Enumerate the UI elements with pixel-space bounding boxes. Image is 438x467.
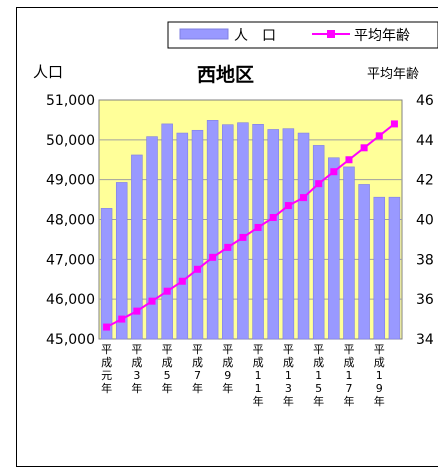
average-age-marker bbox=[239, 233, 247, 241]
average-age-marker bbox=[300, 194, 308, 202]
population-bar bbox=[131, 154, 143, 340]
average-age-marker bbox=[315, 180, 323, 188]
y-left-axis: 51,000 50,000 49,000 48,000 47,000 46,000 45,0… bbox=[46, 93, 95, 348]
population-bar bbox=[388, 196, 401, 340]
population-bar bbox=[176, 132, 189, 340]
legend-bar-swatch bbox=[179, 28, 229, 40]
y-right-tick-label: 44 bbox=[416, 133, 434, 149]
y-right-axis: 46 44 42 40 38 36 34 bbox=[416, 93, 434, 348]
population-bar bbox=[146, 136, 158, 340]
population-bar bbox=[373, 196, 386, 340]
y-left-tick-label: 47,000 bbox=[46, 252, 95, 268]
population-bar bbox=[222, 124, 234, 340]
average-age-line bbox=[103, 120, 398, 331]
population-bar bbox=[191, 129, 204, 340]
x-axis: 平成元年 平成 3 年 平成 5 年 平成 7 年 平成 9 年 平成 1 1 年 平成 1 3 年 平成 1 5 年 平成 1 7 年… bbox=[101, 343, 385, 408]
average-age-marker bbox=[345, 156, 353, 164]
average-age-marker bbox=[269, 214, 277, 222]
chart-title: 西地区 bbox=[197, 63, 254, 86]
y-right-tick-label: 46 bbox=[416, 93, 434, 109]
population-bar bbox=[312, 145, 325, 340]
y-left-tick-label: 45,000 bbox=[46, 332, 95, 348]
average-age-marker bbox=[163, 287, 171, 295]
population-bar bbox=[161, 123, 173, 340]
population-bar bbox=[267, 129, 279, 340]
y-right-tick-label: 36 bbox=[416, 292, 434, 308]
x-tick-label: 平成 1 5 年 bbox=[313, 343, 324, 408]
population-bar bbox=[282, 128, 295, 340]
population-bars bbox=[100, 120, 401, 340]
population-bar bbox=[115, 182, 128, 340]
average-age-marker bbox=[254, 223, 262, 231]
legend: 人 口 平均年齢 bbox=[167, 21, 438, 49]
x-tick-label: 平成元年 bbox=[101, 343, 112, 395]
average-age-marker bbox=[178, 277, 186, 285]
average-age-marker bbox=[375, 132, 383, 140]
legend-bar-label: 人 口 bbox=[234, 28, 276, 44]
population-bar bbox=[297, 132, 310, 340]
average-age-marker bbox=[148, 297, 156, 305]
y-right-tick-label: 38 bbox=[416, 252, 434, 268]
x-tick-label: 平成 7 年 bbox=[192, 343, 203, 395]
average-age-marker bbox=[209, 253, 217, 261]
y-right-tick-label: 42 bbox=[416, 173, 434, 189]
y-left-tick-label: 49,000 bbox=[46, 173, 95, 189]
x-tick-label: 平成 1 3 年 bbox=[283, 343, 294, 408]
y-right-axis-title: 平均年齢 bbox=[367, 67, 419, 82]
y-left-tick-label: 46,000 bbox=[46, 292, 95, 308]
y-right-tick-label: 40 bbox=[416, 213, 434, 229]
average-age-marker bbox=[103, 323, 111, 331]
population-bar bbox=[237, 122, 249, 340]
x-tick-label: 平成 9 年 bbox=[222, 343, 233, 395]
population-bar bbox=[252, 123, 264, 340]
y-left-tick-label: 48,000 bbox=[46, 213, 95, 229]
average-age-marker bbox=[193, 265, 201, 273]
population-bar bbox=[358, 184, 370, 340]
y-left-axis-title: 人口 bbox=[33, 63, 63, 81]
x-tick-label: 平成 5 年 bbox=[162, 343, 173, 395]
x-tick-label: 平成 1 1 年 bbox=[253, 343, 264, 408]
population-bar bbox=[100, 208, 113, 340]
x-tick-label: 平成 1 7 年 bbox=[343, 343, 354, 408]
y-left-tick-label: 51,000 bbox=[46, 93, 95, 109]
legend-line-label: 平均年齢 bbox=[354, 28, 410, 44]
population-bar bbox=[206, 120, 219, 340]
y-right-tick-label: 34 bbox=[416, 332, 434, 348]
population-bar bbox=[328, 157, 340, 340]
legend-line-marker bbox=[327, 30, 335, 38]
average-age-marker bbox=[118, 315, 126, 323]
average-age-marker bbox=[224, 243, 232, 251]
x-tick-label: 平成 1 9 年 bbox=[374, 343, 385, 408]
average-age-marker bbox=[133, 307, 141, 315]
average-age-marker bbox=[390, 120, 398, 128]
population-bar bbox=[343, 166, 355, 340]
average-age-marker bbox=[330, 168, 338, 176]
average-age-marker bbox=[284, 202, 292, 210]
y-left-tick-label: 50,000 bbox=[46, 133, 95, 149]
x-tick-label: 平成 3 年 bbox=[131, 343, 142, 395]
average-age-marker bbox=[360, 144, 368, 152]
